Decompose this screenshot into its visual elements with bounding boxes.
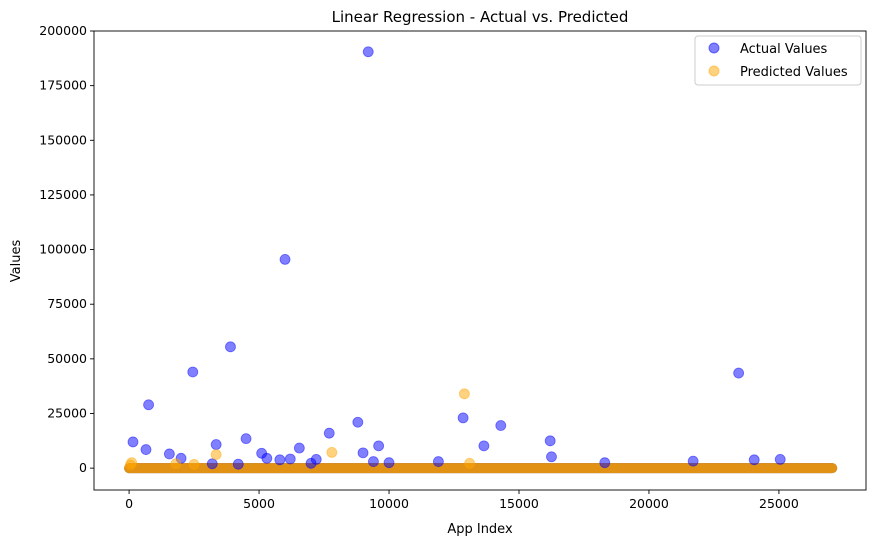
x-tick-label: 20000 (629, 496, 669, 511)
y-tick-label: 75000 (47, 296, 87, 311)
actual-point (293, 442, 305, 454)
actual-point (210, 439, 222, 450)
actual-point (733, 367, 745, 379)
y-tick-label: 150000 (39, 132, 87, 147)
actual-point (261, 452, 273, 464)
actual-point (187, 366, 199, 378)
actual-point (357, 447, 369, 459)
x-tick-label: 10000 (369, 496, 409, 511)
actual-point (687, 455, 699, 467)
legend-label-predicted: Predicted Values (740, 65, 848, 80)
y-axis: 0 25000 50000 75000 100000 125000 150000 175000… (39, 23, 94, 475)
predicted-point (459, 388, 470, 400)
actual-point (362, 46, 374, 58)
actual-point (232, 458, 244, 470)
actual-point (433, 456, 444, 467)
x-tick-label: 15000 (499, 496, 539, 511)
chart-title: Linear Regression - Actual vs. Predicted (332, 8, 629, 26)
actual-point (284, 453, 296, 465)
actual-point (546, 451, 557, 463)
actual-point (240, 433, 252, 445)
predicted-point (124, 459, 136, 471)
actual-point (323, 427, 335, 439)
y-tick-label: 100000 (39, 242, 87, 257)
x-tick-label: 5000 (243, 496, 275, 511)
actual-point (206, 458, 218, 470)
actual-point (127, 436, 139, 448)
y-tick-label: 25000 (47, 406, 87, 421)
actual-point (140, 444, 152, 455)
y-axis-label: Values (9, 240, 24, 283)
legend-box (694, 35, 862, 86)
y-tick-label: 50000 (47, 351, 87, 366)
plot-frame (93, 30, 867, 491)
dense-band-layer (124, 463, 838, 474)
actual-point (368, 456, 379, 467)
actual-point (495, 420, 507, 431)
plot-area (94, 31, 866, 490)
predicted-point (188, 459, 200, 470)
legend-marker-actual (708, 42, 720, 54)
actual-point (599, 457, 611, 469)
legend-label-actual: Actual Values (740, 42, 828, 57)
legend: Actual Values Predicted Values (694, 35, 862, 86)
predicted-point (170, 458, 182, 470)
dense-predicted-band (124, 463, 838, 474)
x-tick-label: 0 (125, 496, 133, 511)
actual-values-layer (127, 46, 786, 470)
actual-point (457, 412, 469, 424)
y-tick-label: 175000 (39, 78, 87, 93)
actual-point (748, 454, 760, 466)
x-axis: 0 5000 10000 15000 20000 25000 (125, 490, 799, 511)
actual-point (143, 399, 154, 411)
actual-point (478, 440, 490, 452)
y-tick-label: 125000 (39, 187, 87, 202)
actual-point (163, 448, 175, 460)
actual-point (383, 457, 395, 469)
legend-marker-predicted (708, 65, 720, 77)
actual-point (274, 454, 286, 466)
predicted-point (210, 449, 222, 460)
actual-point (544, 435, 556, 447)
actual-point (774, 453, 786, 465)
actual-point (305, 457, 317, 469)
predicted-point (464, 457, 476, 469)
y-tick-label: 200000 (39, 23, 87, 38)
actual-point (352, 416, 364, 428)
predicted-values-layer (124, 388, 476, 471)
actual-point (279, 254, 291, 265)
x-tick-label: 25000 (759, 496, 799, 511)
actual-point (373, 440, 385, 452)
predicted-point (326, 447, 338, 458)
y-tick-label: 0 (79, 460, 87, 475)
actual-point (225, 341, 236, 353)
x-axis-label: App Index (447, 522, 513, 537)
